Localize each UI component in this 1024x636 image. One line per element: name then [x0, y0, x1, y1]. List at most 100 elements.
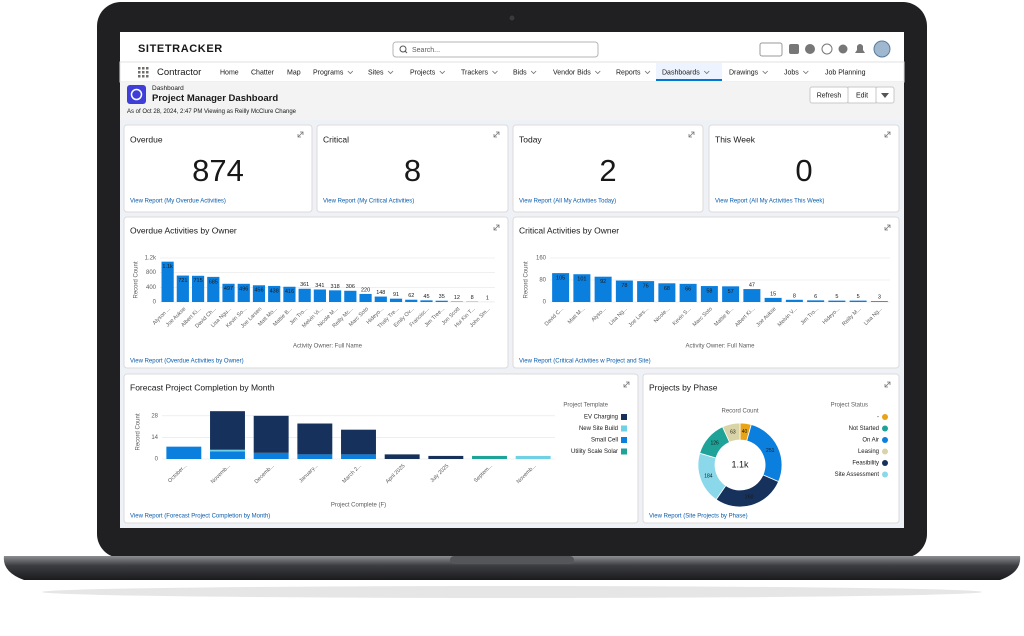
data-label: 12 [454, 295, 460, 301]
bar [743, 289, 761, 302]
nav-item[interactable]: Job Planning [825, 69, 866, 76]
legend-label: Site Assessment [835, 472, 880, 478]
data-label: 57 [728, 289, 734, 295]
nav-chevron [439, 70, 446, 75]
data-label: 715 [193, 278, 202, 284]
legend-label: Small Cell [591, 438, 618, 444]
bar-segment [253, 415, 289, 453]
nav-item[interactable]: Trackers [461, 69, 488, 76]
expand-icon[interactable] [884, 224, 891, 231]
chart-title: Overdue Activities by Owner [130, 225, 237, 235]
notifications-icon[interactable] [855, 44, 865, 53]
nav-item[interactable]: Reports [616, 69, 641, 76]
card [123, 373, 639, 524]
refresh-label: Refresh [817, 92, 842, 99]
nav-chevron [803, 70, 809, 75]
y-tick-label: 160 [536, 256, 547, 262]
expand-icon[interactable] [493, 131, 500, 138]
y-tick-label: 0 [155, 457, 159, 463]
segment-label: 63 [730, 430, 736, 436]
change-link[interactable]: Change [275, 109, 297, 115]
legend-label: EV Charging [584, 415, 618, 421]
avatar[interactable] [873, 40, 891, 58]
data-label: 68 [664, 286, 670, 292]
nav-chevron [492, 70, 498, 75]
expand-icon[interactable] [688, 131, 695, 138]
bar [785, 299, 803, 302]
search-icon-handle [404, 50, 408, 54]
nav-item[interactable]: Dashboards [662, 69, 700, 76]
dot [146, 67, 149, 70]
metric-link[interactable]: View Report (All My Activities This Week… [715, 199, 824, 205]
data-label: 47 [749, 283, 755, 289]
bar-segment [253, 452, 289, 459]
bar [552, 273, 570, 302]
bar [207, 276, 220, 302]
data-label: 92 [600, 279, 606, 285]
data-label: 5 [857, 294, 860, 300]
chart-title: Critical Activities by Owner [519, 225, 619, 235]
y-tick-label: 0 [543, 300, 547, 306]
bar [405, 299, 418, 302]
nav-item[interactable]: Bids [513, 69, 527, 76]
chart-title: Projects by Phase [649, 382, 718, 392]
expand-icon[interactable] [884, 381, 891, 388]
settings-icon[interactable] [838, 44, 848, 54]
legend-dot [882, 425, 888, 432]
view-report-link[interactable]: View Report (Overdue Activities by Owner… [130, 359, 244, 365]
expand-icon[interactable] [297, 131, 304, 138]
nav-item[interactable]: Map [287, 69, 301, 76]
dot [146, 71, 149, 74]
data-label: 721 [178, 278, 187, 284]
nav-item[interactable]: Jobs [784, 69, 799, 76]
legend-dot [882, 460, 888, 466]
metric-link[interactable]: View Report (My Overdue Activities) [130, 199, 226, 205]
nav-item[interactable]: Vendor Bids [553, 69, 591, 76]
dashboard-content: Overdue 874 View Report (My Overdue Activi… [123, 124, 900, 524]
legend-swatch [621, 425, 627, 432]
help-icon[interactable] [821, 43, 833, 55]
dot [142, 67, 145, 70]
expand-icon[interactable] [623, 381, 630, 388]
legend-title: Project Template [563, 403, 608, 409]
bar [161, 261, 174, 302]
view-report-link[interactable]: View Report (Critical Activities w Proje… [519, 359, 651, 365]
search-box[interactable] [392, 41, 599, 58]
bar [389, 298, 403, 302]
expand-icon[interactable] [884, 131, 891, 138]
view-report-link[interactable]: View Report (Forecast Project Completion… [130, 514, 270, 520]
bar [268, 285, 281, 302]
nav-chevron [703, 70, 710, 75]
data-label: 1 [486, 295, 489, 301]
nav-item[interactable]: Projects [410, 69, 436, 76]
metric-link[interactable]: View Report (All My Activities Today) [519, 199, 616, 205]
metric-link[interactable]: View Report (My Critical Activities) [323, 199, 414, 205]
bar [420, 300, 433, 302]
legend-label: Not Started [849, 426, 879, 432]
data-label: 78 [621, 283, 627, 289]
expand-icon[interactable] [493, 224, 500, 231]
nav-item[interactable]: Sites [368, 69, 384, 76]
nav-item[interactable]: Chatter [251, 69, 275, 76]
nav-item[interactable]: Drawings [729, 69, 759, 76]
bar [313, 289, 326, 302]
view-report-link[interactable]: View Report (Site Projects by Phase) [649, 514, 748, 520]
bar-segment [210, 411, 245, 450]
app-launcher[interactable] [138, 67, 149, 78]
laptop-base [3, 556, 1021, 580]
add-icon[interactable] [789, 44, 799, 54]
bar-segment [297, 423, 333, 455]
nav-chevron [387, 70, 394, 75]
y-tick-label: 80 [539, 278, 546, 284]
search-icon [399, 45, 407, 53]
bar [594, 276, 612, 302]
y-tick-label: 1.2k [145, 256, 157, 262]
data-label: 91 [393, 292, 399, 298]
nav-item[interactable]: Home [220, 69, 239, 76]
nav-item[interactable]: Programs [313, 69, 344, 76]
dashboard-header [120, 82, 904, 120]
favorites-icon[interactable] [759, 42, 783, 57]
data-label: 5 [835, 294, 838, 300]
trailhead-icon[interactable] [805, 44, 815, 54]
bar [615, 280, 633, 302]
